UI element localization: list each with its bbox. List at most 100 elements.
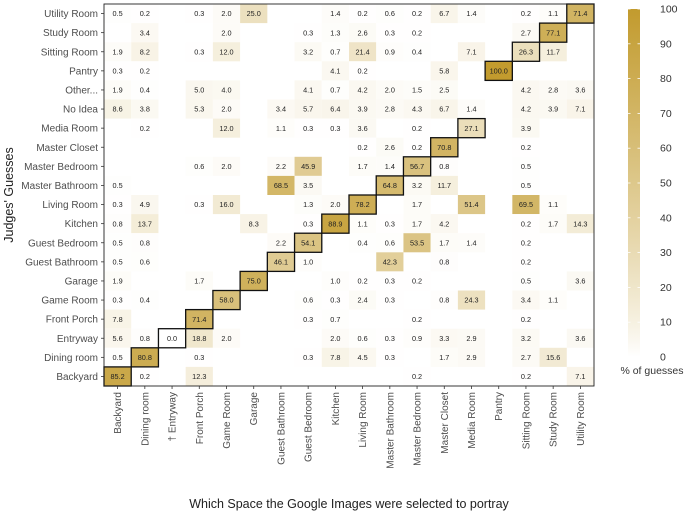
heatmap-cell <box>349 347 377 367</box>
cell-value-label: 78.2 <box>356 200 370 209</box>
cell-value-label: 18.8 <box>192 334 206 343</box>
cell-value-label: 3.6 <box>575 334 585 343</box>
y-tick-label: Pantry <box>69 66 98 77</box>
heatmap-cell <box>457 290 486 310</box>
cell-value-label: 1.1 <box>548 200 558 209</box>
cell-value-label: 3.9 <box>548 105 558 114</box>
heatmap-cell <box>376 233 404 253</box>
heatmap-cell <box>294 252 322 272</box>
x-tick-label: Garage <box>249 392 260 426</box>
heatmap-cell <box>321 80 349 100</box>
cell-value-label: 1.1 <box>358 219 368 228</box>
cell-value-label: 77.1 <box>546 28 560 37</box>
cell-value-label: 1.1 <box>548 296 558 305</box>
cell-value-label: 0.2 <box>521 9 531 18</box>
heatmap-cell <box>294 233 322 253</box>
cell-value-label: 4.0 <box>221 86 231 95</box>
heatmap-cell <box>267 252 295 272</box>
heatmap-cell <box>512 366 540 386</box>
cell-value-label: 3.4 <box>276 105 286 114</box>
heatmap-cell <box>376 290 404 310</box>
cell-value-label: 0.2 <box>412 28 422 37</box>
cell-value-label: 0.2 <box>521 238 531 247</box>
cell-value-label: 15.6 <box>546 353 560 362</box>
cell-value-label: 12.0 <box>219 124 233 133</box>
cell-value-label: 42.3 <box>383 257 397 266</box>
colorbar-tick-label: 20 <box>660 282 672 294</box>
cell-value-label: 2.0 <box>221 28 231 37</box>
x-tick-label: Master Bedroom <box>413 392 424 466</box>
heatmap-cell <box>512 42 540 62</box>
heatmap-cell <box>512 118 540 138</box>
heatmap-cell <box>512 175 540 195</box>
heatmap-cell <box>321 347 349 367</box>
heatmap-cell <box>430 214 458 234</box>
cell-value-label: 80.8 <box>138 353 152 362</box>
cell-value-label: 0.2 <box>358 9 368 18</box>
cell-value-label: 4.1 <box>303 86 313 95</box>
heatmap-cell <box>104 347 132 367</box>
heatmap-cell <box>185 42 213 62</box>
y-tick-label: Entryway <box>57 334 98 345</box>
x-tick-label: Dining room <box>140 392 151 446</box>
cell-value-label: 1.7 <box>358 162 368 171</box>
cell-value-label: 3.3 <box>439 334 449 343</box>
cell-value-label: 12.3 <box>192 372 206 381</box>
cell-value-label: 0.7 <box>330 47 340 56</box>
cell-value-label: 21.4 <box>356 47 370 56</box>
cell-value-label: 0.8 <box>439 162 449 171</box>
heatmap-cell <box>185 80 213 100</box>
heatmap-cell <box>512 4 540 24</box>
cell-value-label: 2.5 <box>439 86 449 95</box>
cell-value-label: 0.8 <box>140 334 150 343</box>
y-tick-label: Master Bedroom <box>24 162 98 173</box>
heatmap-cell <box>185 4 213 24</box>
x-tick-label: Guest Bathroom <box>276 392 287 465</box>
cell-value-label: 0.5 <box>113 353 123 362</box>
heatmap-cell <box>376 214 404 234</box>
heatmap-cell <box>294 347 322 367</box>
cell-value-label: 0.5 <box>113 9 123 18</box>
y-tick-label: Master Bathroom <box>21 181 98 192</box>
heatmap-cell <box>267 175 295 195</box>
cell-value-label: 0.3 <box>385 334 395 343</box>
heatmap-cell <box>457 328 486 348</box>
heatmap-cell <box>566 80 594 100</box>
heatmap-cell <box>294 175 322 195</box>
cell-value-label: 0.6 <box>194 162 204 171</box>
cell-value-label: 0.2 <box>521 315 531 324</box>
heatmap-cell <box>430 137 458 157</box>
cell-value-label: 7.1 <box>575 105 585 114</box>
y-tick-label: No Idea <box>63 105 98 116</box>
heatmap-cell <box>457 233 486 253</box>
heatmap-cell <box>512 290 540 310</box>
diagonal-box <box>157 328 187 349</box>
heatmap-cell <box>131 214 159 234</box>
cell-value-label: 85.2 <box>111 372 125 381</box>
cell-value-label: 0.5 <box>521 277 531 286</box>
heatmap-cell <box>539 99 567 119</box>
cell-value-label: 0.2 <box>412 9 422 18</box>
heatmap-cell <box>376 328 404 348</box>
cell-value-label: 2.2 <box>276 162 286 171</box>
heatmap-cell <box>104 42 132 62</box>
cell-value-label: 1.7 <box>548 219 558 228</box>
cell-value-label: 88.9 <box>328 219 342 228</box>
heatmap-cell <box>321 61 349 81</box>
heatmap-cell <box>104 271 132 291</box>
cell-value-label: 1.7 <box>439 238 449 247</box>
cell-value-label: 2.0 <box>330 334 340 343</box>
cell-value-label: 7.1 <box>575 372 585 381</box>
y-tick-label: Other... <box>65 85 98 96</box>
colorbar-tick-label: 50 <box>660 178 672 190</box>
cell-value-label: 0.3 <box>194 200 204 209</box>
y-tick-label: Guest Bedroom <box>28 238 98 249</box>
diagonal-box <box>511 41 541 62</box>
heatmap-cell <box>321 99 349 119</box>
colorbar-tick-label: 90 <box>660 38 672 50</box>
heatmap-cell <box>185 328 213 348</box>
cell-value-label: 46.1 <box>274 257 288 266</box>
cell-value-label: 0.3 <box>303 353 313 362</box>
heatmap-cell <box>212 118 241 138</box>
heatmap-cell <box>430 61 458 81</box>
